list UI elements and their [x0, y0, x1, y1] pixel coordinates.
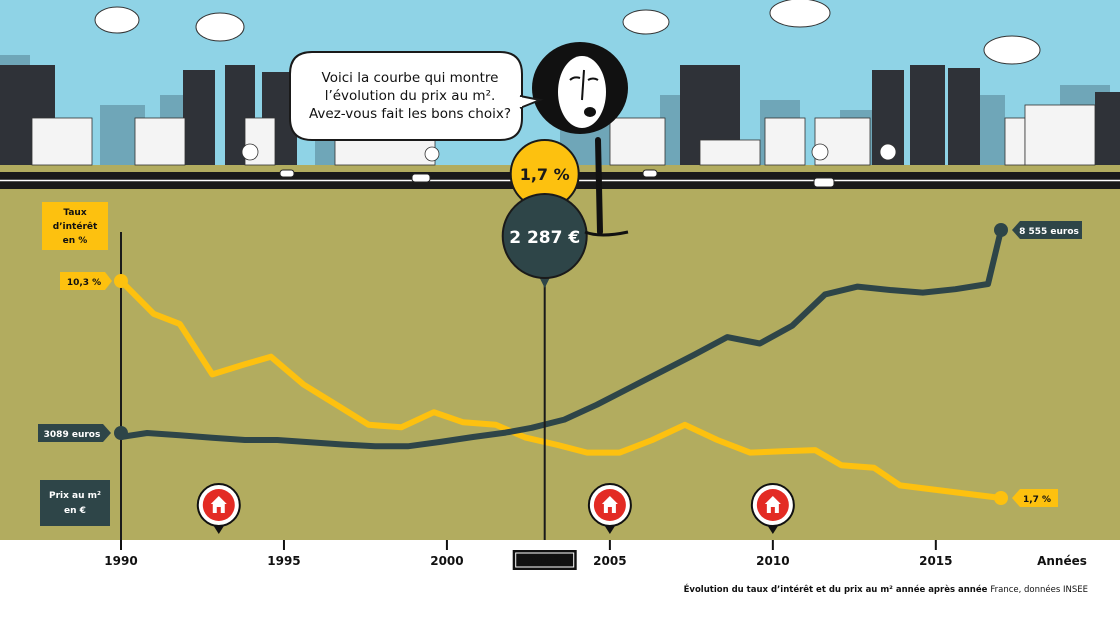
price-end-value: 8 555 euros [1019, 227, 1079, 237]
rate-end-point [994, 491, 1008, 505]
price-axis-label-line-1: Prix au m² [49, 491, 101, 501]
series-line-rate [118, 278, 1004, 501]
house-marker-icon [587, 483, 632, 534]
series-endpoints [114, 223, 1008, 505]
character-illustration [532, 42, 629, 237]
house-marker-icon [196, 483, 241, 534]
highlight-rate-value: 1,7 % [520, 165, 570, 184]
series-line-price [118, 227, 1004, 450]
tick-label-1990: 1990 [104, 554, 137, 568]
rate-axis-label-line-1: Taux [63, 208, 86, 218]
speech-line-1: Voici la courbe qui montre [322, 70, 499, 86]
rate-axis-label-line-3: en % [63, 236, 88, 246]
caption-bold: Évolution du taux d’intérêt et du prix a… [684, 583, 988, 595]
tick-label-1995: 1995 [267, 554, 300, 568]
speech-line-3: Avez-vous fait les bons choix? [309, 106, 511, 122]
tick-highlight-box [512, 550, 577, 570]
price-axis-label: Prix au m² en € [40, 480, 110, 526]
price-start-point [114, 426, 128, 440]
price-end-tag: 8 555 euros [1012, 221, 1082, 239]
tick-label-2015: 2015 [919, 554, 952, 568]
house-marker-icon [750, 483, 795, 534]
tick-label-2003: 2003 [528, 554, 561, 568]
rate-axis-label: Taux d’intérêt en % [42, 202, 108, 250]
highlight-price-circle [501, 193, 588, 279]
tick-label-2005: 2005 [593, 554, 626, 568]
cars [279, 169, 835, 188]
caption-source: France, données INSEE [990, 584, 1088, 595]
rate-axis-label-line-2: d’intérêt [53, 221, 98, 232]
x-axis: 1990 1995 2000 2003 2005 2010 2015 [104, 540, 953, 570]
rate-start-tag: 10,3 % [60, 272, 112, 290]
rate-start-point [114, 274, 128, 288]
rate-start-value: 10,3 % [67, 278, 101, 288]
clouds [94, 0, 1041, 65]
price-start-value: 3089 euros [44, 430, 101, 440]
price-start-tag: 3089 euros [38, 424, 111, 442]
caption: Évolution du taux d’intérêt et du prix a… [684, 583, 1088, 595]
tick-label-2010: 2010 [756, 554, 789, 568]
event-markers [196, 483, 795, 534]
rate-end-tag: 1,7 % [1012, 489, 1058, 507]
highlight-2003: 1,7 % 2 287 € [501, 139, 588, 288]
tick-highlight-inner-border [515, 552, 575, 568]
rate-end-value: 1,7 % [1023, 495, 1051, 505]
price-end-point [994, 223, 1008, 237]
speech-bubble: Voici la courbe qui montre l’évolution d… [289, 51, 544, 141]
highlight-price-value: 2 287 € [509, 228, 580, 248]
price-axis-label-line-2: en € [64, 506, 86, 516]
tick-label-2000: 2000 [430, 554, 463, 568]
x-axis-title: Années [1037, 554, 1087, 568]
speech-line-2: l’évolution du prix au m². [325, 88, 496, 104]
